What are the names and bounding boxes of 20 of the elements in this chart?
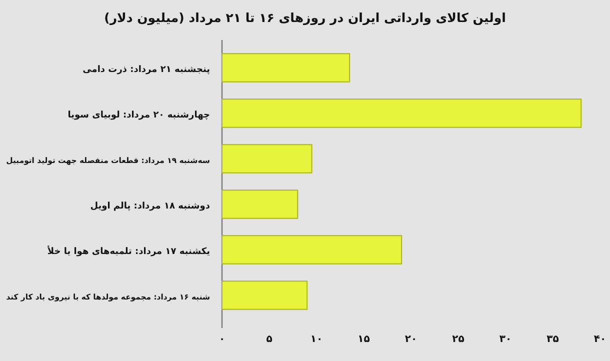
x-tick-label: ۵ <box>266 334 272 345</box>
x-tick-label: ۱۵ <box>358 334 370 345</box>
y-tick-label: یکشنبه ۱۷ مرداد: تلمبه‌های هوا یا خلأ <box>47 244 210 257</box>
y-tick-label: پنجشنبه ۲۱ مرداد: ذرت دامی <box>82 64 210 75</box>
chart-title: اولین کالای وارداتی ایران در روزهای ۱۶ تا ۲۱ مرداد (میلیون دلار) <box>104 10 506 26</box>
bar <box>222 53 350 82</box>
x-tick-label: ۰ <box>218 334 226 345</box>
x-tick-label: ۳۵ <box>546 334 559 345</box>
bar <box>222 190 298 219</box>
x-tick-label: ۲۰ <box>404 334 418 345</box>
bar <box>222 235 402 264</box>
y-tick-label: چهارشنبه ۲۰ مرداد: لوبیای سویا <box>68 110 210 120</box>
x-tick-label: ۳۰ <box>499 334 512 345</box>
x-tick-label: ۲۵ <box>452 334 464 345</box>
bar <box>222 280 308 310</box>
x-tick-label: ۱۰ <box>310 334 323 345</box>
bar <box>222 98 582 128</box>
y-tick-label: دوشنبه ۱۸ مرداد: پالم اویل <box>90 201 210 212</box>
x-tick-label: ۴۰ <box>594 334 606 345</box>
bar <box>222 144 312 174</box>
